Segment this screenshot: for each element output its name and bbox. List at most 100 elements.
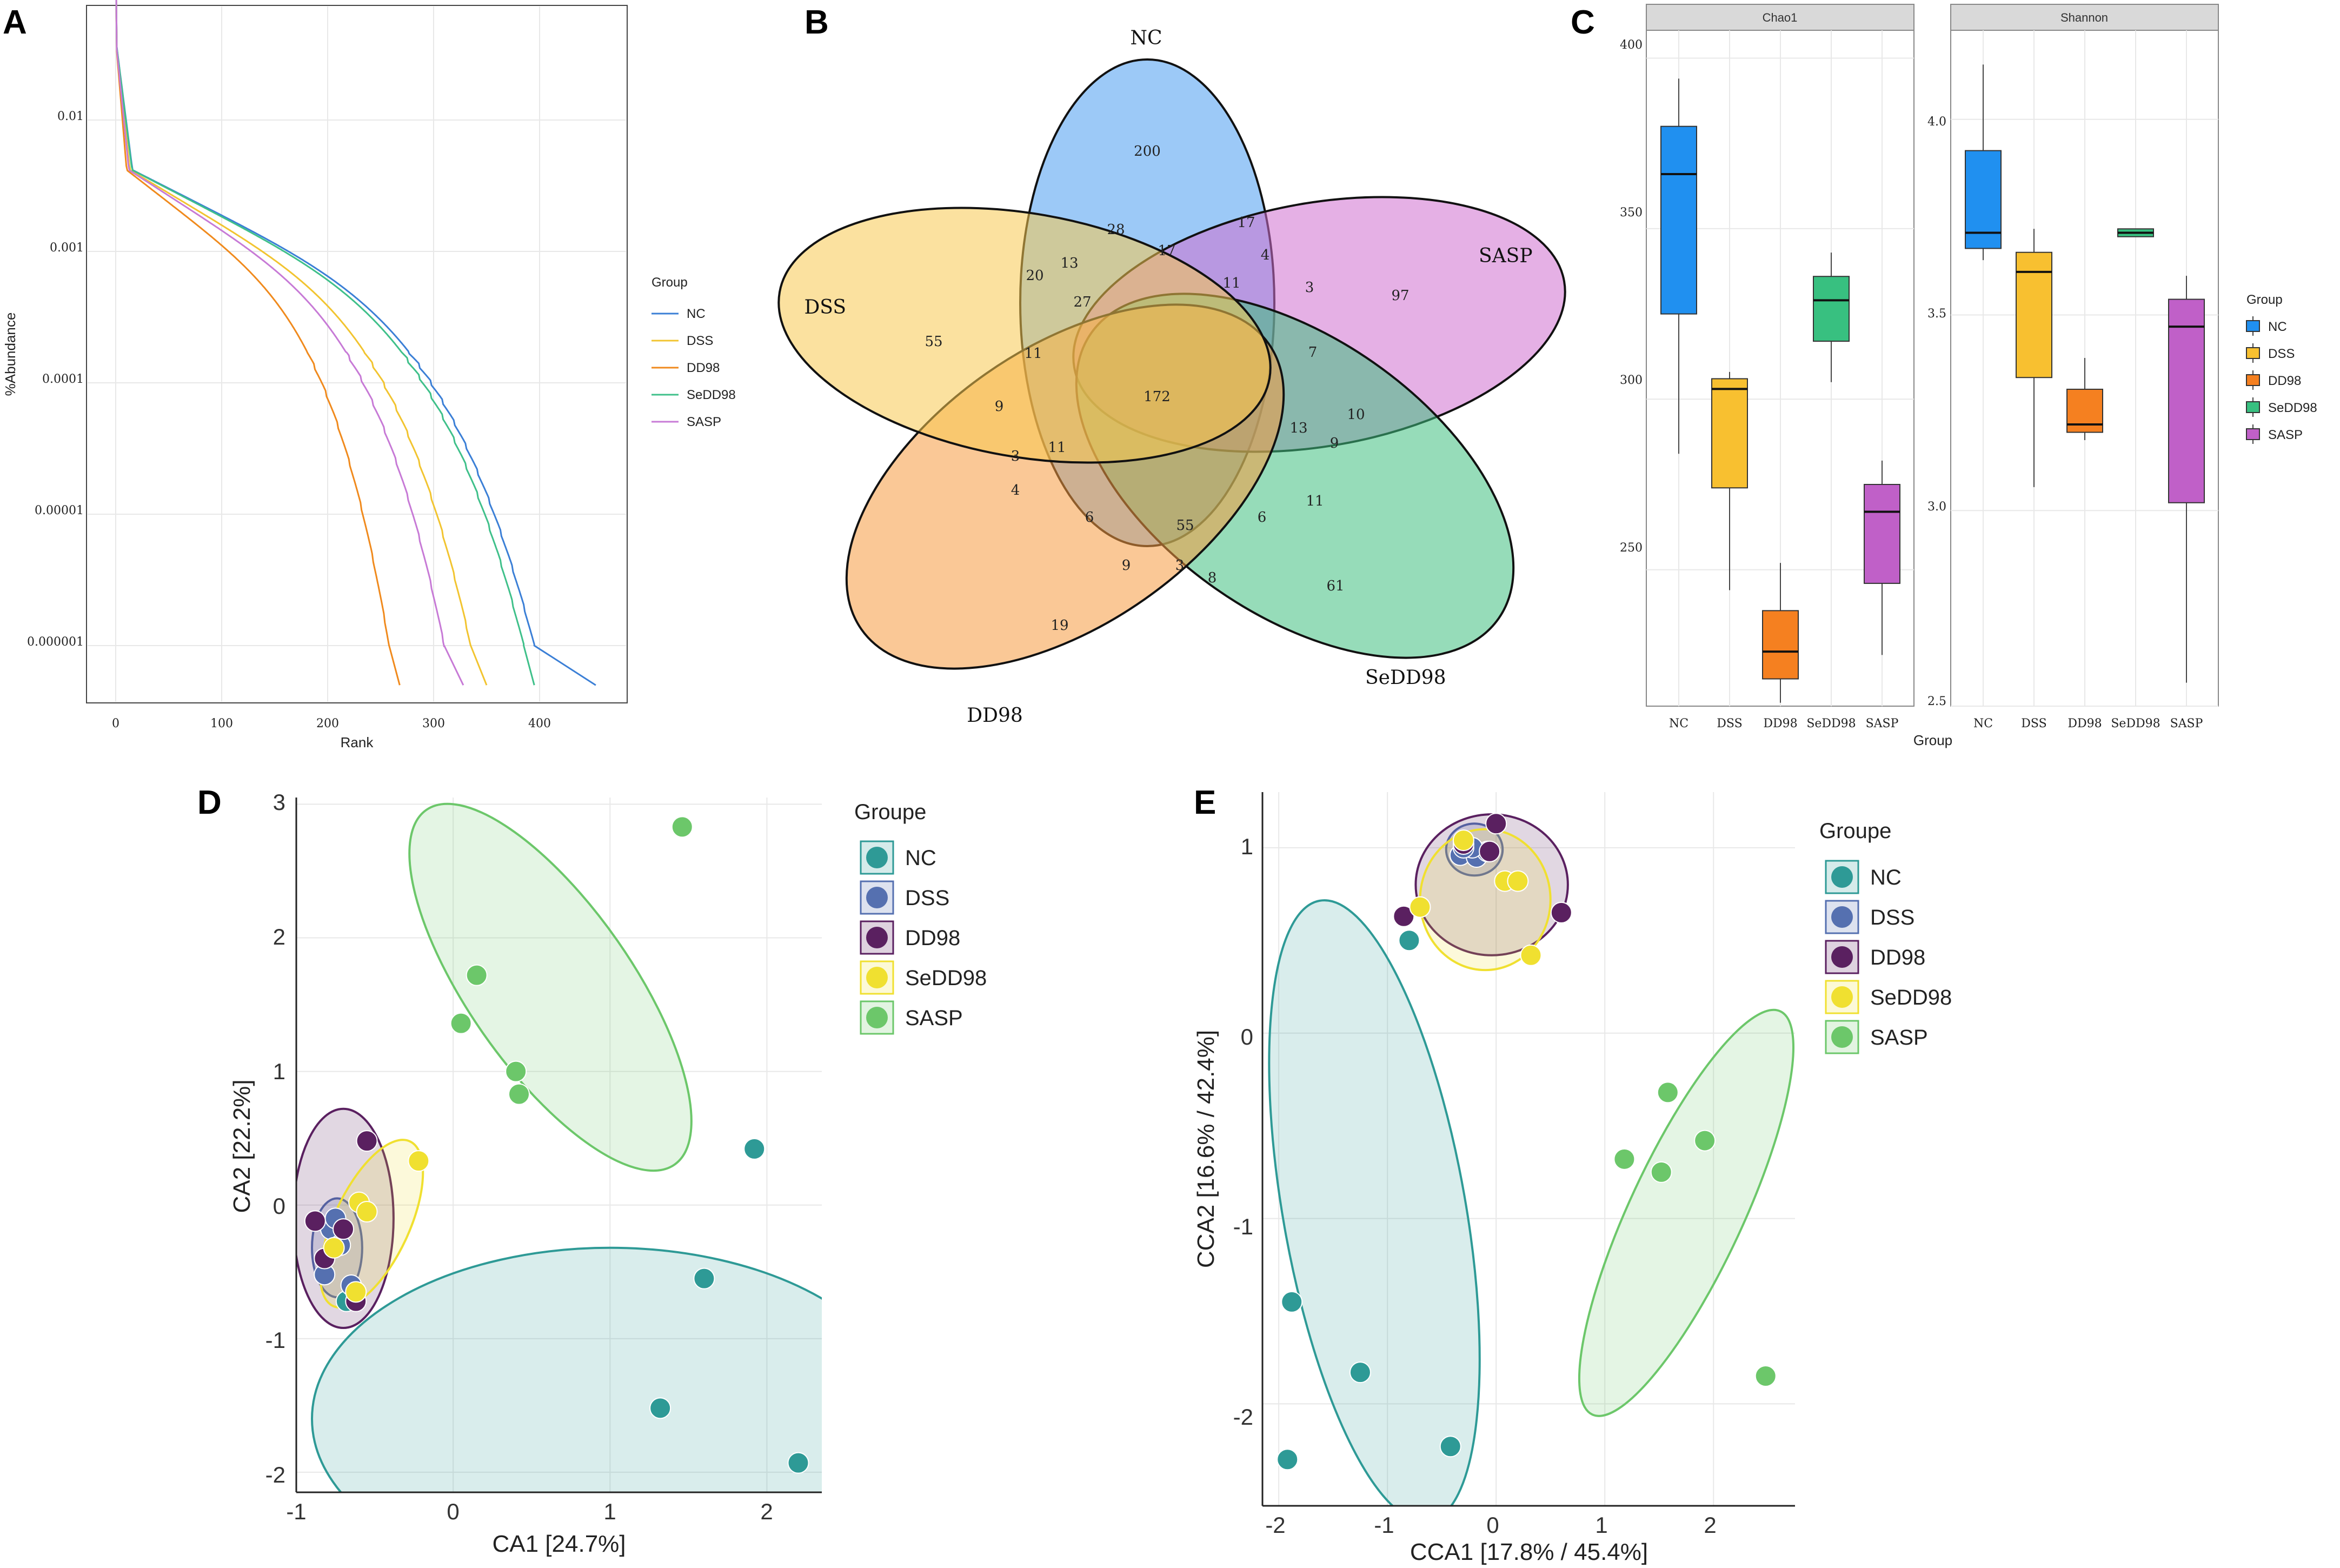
y-tick-d-0: -2	[265, 1462, 285, 1487]
x-tick-labels-d: -1 0 1 2	[286, 1499, 773, 1524]
x-tick-chao1-dss: DSS	[1717, 717, 1742, 730]
x-tick-e-3: 1	[1595, 1512, 1607, 1538]
y-tick-a-0: 0.01	[57, 110, 84, 123]
legend-title-e: Groupe	[1819, 819, 1891, 843]
ellipse-sasp	[408, 802, 693, 1172]
y-tick-a-2: 0.0001	[42, 373, 84, 386]
venn-count: 3	[1175, 557, 1185, 574]
legend-label-dss: DSS	[905, 886, 949, 910]
grid-e	[1262, 792, 1795, 1506]
series-lines-a	[115, 0, 596, 686]
point-nc	[1281, 1291, 1303, 1313]
x-tick-shannon-sedd98: SeDD98	[2111, 717, 2160, 730]
box-chao1-sasp	[1864, 484, 1900, 584]
point-sasp	[508, 1083, 530, 1105]
x-tick-e-0: -2	[1265, 1512, 1285, 1538]
y-tick-labels-a: 0.01 0.001 0.0001 0.00001 0.000001	[27, 110, 84, 649]
x-tick-shannon-sasp: SASP	[2170, 717, 2203, 730]
venn-set-dss	[777, 207, 1272, 464]
legend-label-dss: DSS	[2268, 347, 2295, 361]
venn-count: 9	[1330, 435, 1339, 451]
cca-ordination-plot: -2 -1 0 1 2 -2 -1 0 1 CCA1 [17.8% / 45.4…	[1193, 792, 1952, 1565]
legend-e: Groupe NC DSS DD98 SeDD98 SASP	[1819, 819, 1952, 1054]
legend-dot-sedd98	[1831, 986, 1853, 1008]
legend-label-sedd98: SeDD98	[687, 388, 736, 402]
x-tick-e-4: 2	[1704, 1512, 1716, 1538]
x-tick-d-2: 1	[603, 1499, 616, 1524]
y-tick-d-1: -1	[265, 1327, 285, 1353]
legend-label-nc: NC	[687, 307, 706, 321]
venn-count: 17	[1158, 243, 1175, 259]
point-sedd98	[356, 1201, 378, 1223]
x-tick-shannon-dss: DSS	[2021, 717, 2046, 730]
venn-count: 97	[1391, 288, 1409, 304]
legend-label-sedd98: SeDD98	[2268, 401, 2317, 415]
point-sasp	[671, 816, 693, 838]
grid-a	[88, 6, 626, 702]
point-sedd98	[1409, 896, 1431, 918]
plot-area-a	[86, 5, 628, 703]
legend-label-sasp: SASP	[1870, 1026, 1928, 1049]
legend-dot-dss	[1831, 906, 1853, 928]
grid-d	[296, 798, 822, 1492]
x-axis-label-c: Group	[1913, 732, 1952, 748]
x-tick-labels-a: 0 100 200 300 400	[112, 717, 551, 730]
venn-name-dss: DSS	[804, 296, 846, 318]
legend-label-dss: DSS	[687, 334, 713, 348]
legend-key-sasp	[2246, 428, 2260, 440]
series-line-dss	[115, 0, 488, 686]
y-tick-a-4: 0.000001	[27, 635, 84, 649]
legend-label-dss: DSS	[1870, 906, 1914, 929]
venn-count: 55	[1176, 517, 1194, 534]
point-dd98	[1485, 813, 1507, 835]
x-tick-labels-e: -2 -1 0 1 2	[1265, 1512, 1716, 1538]
venn-count: 10	[1347, 407, 1365, 423]
venn-count: 9	[1122, 557, 1131, 574]
legend-dot-nc	[1831, 866, 1853, 888]
legend-label-nc: NC	[2268, 320, 2287, 334]
legend-label-sasp: SASP	[2268, 428, 2303, 442]
point-sasp	[1613, 1148, 1636, 1170]
legend-key-dd98	[2246, 374, 2260, 386]
box-chao1-nc	[1660, 125, 1697, 315]
venn-count: 19	[1051, 617, 1068, 634]
x-tick-d-1: 0	[447, 1499, 459, 1524]
y-axis-label-e: CCA2 [16.6% / 42.4%]	[1193, 1030, 1219, 1268]
box-marks	[1660, 64, 2205, 703]
point-nc	[1277, 1449, 1299, 1471]
point-dd98	[1393, 905, 1415, 927]
y-tick-labels-shannon: 2.5 3.0 3.5 4.0	[1927, 115, 1946, 708]
ca-ordination-plot: -1 0 1 2 -2 -1 0 1 2 3 CA1 [24.7%] CA2 […	[229, 789, 987, 1557]
panel-label-a: A	[3, 4, 27, 41]
point-sasp	[1754, 1365, 1777, 1387]
legend-key-dss	[2246, 347, 2260, 359]
venn-ellipses	[777, 58, 1566, 670]
y-tick-d-3: 1	[273, 1059, 285, 1084]
legend-label-sasp: SASP	[687, 415, 721, 429]
venn-count: 55	[925, 334, 942, 350]
sample-points-e	[1277, 813, 1777, 1471]
box-shannon-dd98	[2066, 388, 2103, 433]
y-tick-labels-chao1: 250 300 350 400	[1620, 38, 1643, 555]
legend-title-c: Group	[2246, 293, 2283, 307]
venn-set-names: NC SASP SeDD98 DD98 DSS	[804, 27, 1532, 727]
x-tick-labels-shannon: NC DSS DD98 SeDD98 SASP	[1973, 717, 2203, 730]
series-line-sasp	[115, 0, 464, 686]
x-tick-chao1-nc: NC	[1669, 717, 1688, 730]
y-tick-shannon-2: 3.5	[1927, 307, 1946, 321]
alpha-diversity-boxplots: Chao1 Shannon 250 300 350 400 2.5 3.0 3.…	[1620, 4, 2317, 748]
group-ellipses-e	[1268, 813, 1794, 1506]
venn-name-sasp: SASP	[1479, 245, 1533, 267]
y-tick-e-1: -1	[1233, 1214, 1253, 1239]
point-sedd98	[1520, 944, 1542, 966]
point-nc	[787, 1452, 809, 1474]
x-tick-e-1: -1	[1374, 1512, 1394, 1538]
point-sedd98	[1452, 829, 1474, 852]
ellipse-nc	[311, 1246, 822, 1492]
point-nc	[649, 1397, 672, 1419]
facet-title-chao1: Chao1	[1763, 11, 1798, 24]
y-tick-a-1: 0.001	[50, 241, 84, 255]
x-tick-a-0: 0	[112, 717, 119, 730]
panel-label-d: D	[197, 784, 222, 821]
venn-count: 61	[1326, 578, 1344, 594]
